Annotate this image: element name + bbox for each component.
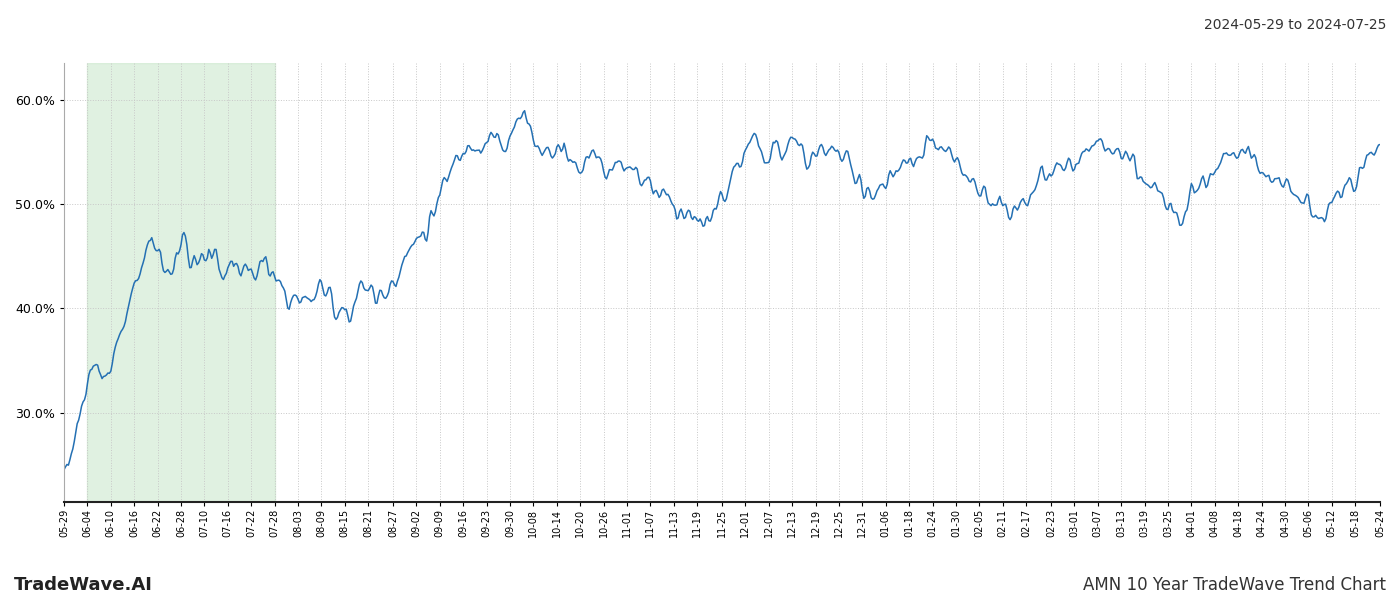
- Text: TradeWave.AI: TradeWave.AI: [14, 576, 153, 594]
- Text: AMN 10 Year TradeWave Trend Chart: AMN 10 Year TradeWave Trend Chart: [1084, 576, 1386, 594]
- Text: 2024-05-29 to 2024-07-25: 2024-05-29 to 2024-07-25: [1204, 18, 1386, 32]
- Bar: [87, 63, 274, 502]
